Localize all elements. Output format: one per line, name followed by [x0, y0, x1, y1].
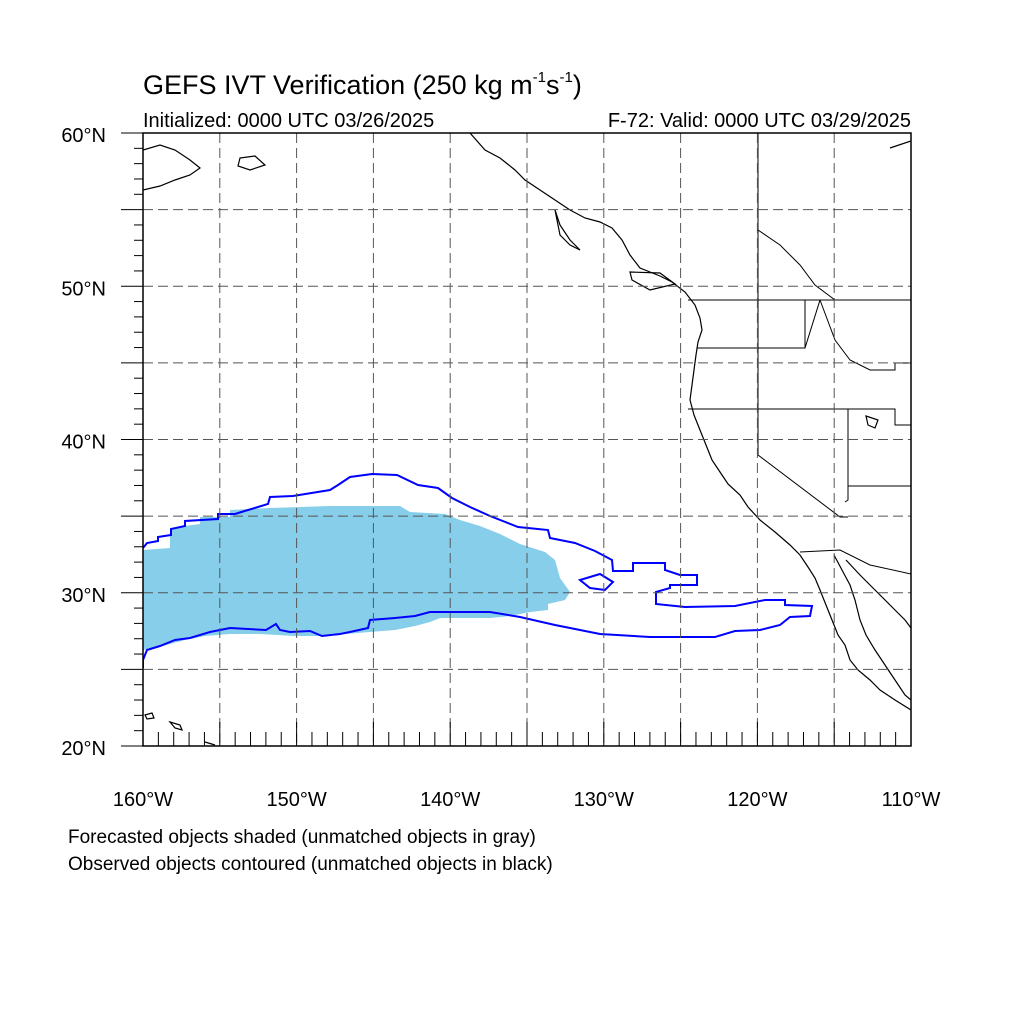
- note-observed: Observed objects contoured (unmatched ob…: [68, 854, 553, 875]
- borders: [688, 133, 911, 575]
- title-sup-2: -1: [559, 69, 573, 86]
- title-main: GEFS IVT Verification (250 kg m: [143, 70, 533, 100]
- lat-label: 50°N: [61, 278, 106, 300]
- observed-ivt-contour: [143, 472, 814, 668]
- lon-label: 120°W: [727, 789, 787, 811]
- graticule: [143, 133, 911, 746]
- lat-label: 60°N: [61, 125, 106, 147]
- lat-label: 20°N: [61, 738, 106, 760]
- forecast-ivt-object: [143, 506, 570, 650]
- lon-label: 140°W: [420, 789, 480, 811]
- coastlines: [143, 133, 911, 746]
- initialized-time: Initialized: 0000 UTC 03/26/2025: [143, 110, 435, 132]
- lon-label: 130°W: [574, 789, 634, 811]
- title-end: ): [572, 70, 582, 100]
- map-frame: [142, 132, 912, 747]
- lon-label: 110°W: [882, 789, 941, 811]
- observed-ivt-contour-small: [577, 572, 615, 592]
- valid-time: F-72: Valid: 0000 UTC 03/29/2025: [607, 110, 911, 132]
- note-forecast: Forecasted objects shaded (unmatched obj…: [68, 827, 536, 848]
- lon-label: 150°W: [266, 789, 326, 811]
- lat-label: 40°N: [61, 432, 106, 454]
- title-mid: s: [546, 70, 560, 100]
- axis-ticks: [121, 132, 912, 747]
- title-sup-1: -1: [532, 69, 546, 86]
- lat-label: 30°N: [61, 585, 106, 607]
- legend-notes: Forecasted objects shaded (unmatched obj…: [68, 824, 553, 878]
- chart-title: GEFS IVT Verification (250 kg m-1s-1): [143, 69, 582, 101]
- longitude-labels: 160°W 150°W 140°W 130°W 120°W 110°W: [113, 789, 941, 811]
- lon-label: 160°W: [113, 789, 173, 811]
- latitude-labels: 20°N 30°N 40°N 50°N 60°N: [61, 125, 106, 760]
